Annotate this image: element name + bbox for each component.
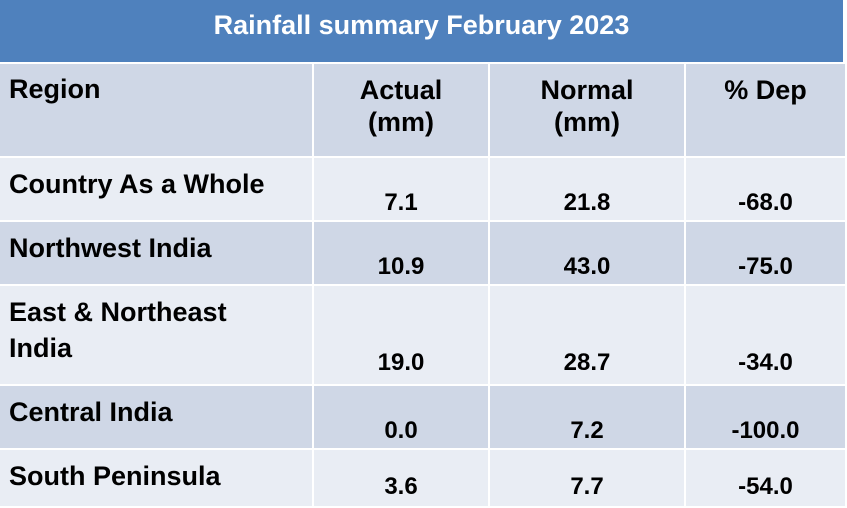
normal-cell: 7.7 xyxy=(490,450,686,508)
dep-value: -100.0 xyxy=(731,417,800,444)
actual-value: 19.0 xyxy=(377,349,425,376)
region-line1: East & Northeast xyxy=(9,297,227,327)
normal-cell: 7.2 xyxy=(490,386,686,450)
normal-cell: 21.8 xyxy=(490,158,686,222)
region-cell: Northwest India xyxy=(0,222,314,286)
actual-cell: 19.0 xyxy=(314,286,490,386)
normal-value: 28.7 xyxy=(563,349,611,376)
dep-value: -68.0 xyxy=(738,189,793,216)
header-row: Region Actual (mm) Normal (mm) % Dep xyxy=(0,64,847,158)
table-row: East & Northeast India 19.0 28.7 -34.0 xyxy=(0,286,847,386)
region-cell: South Peninsula xyxy=(0,450,314,508)
dep-value: -75.0 xyxy=(738,253,793,280)
header-normal-line1: Normal xyxy=(540,75,634,105)
dep-value: -54.0 xyxy=(738,473,793,500)
normal-cell: 43.0 xyxy=(490,222,686,286)
dep-cell: -100.0 xyxy=(686,386,847,450)
dep-cell: -68.0 xyxy=(686,158,847,222)
header-normal-line2: (mm) xyxy=(554,107,620,137)
dep-cell: -34.0 xyxy=(686,286,847,386)
normal-value: 43.0 xyxy=(563,253,611,280)
actual-value: 10.9 xyxy=(377,253,425,280)
table-row: Country As a Whole 7.1 21.8 -68.0 xyxy=(0,158,847,222)
table-title: Rainfall summary February 2023 xyxy=(0,0,845,62)
actual-value: 7.1 xyxy=(384,189,418,216)
header-actual-line1: Actual xyxy=(359,75,443,105)
header-dep-label: % Dep xyxy=(724,75,807,105)
region-line2: India xyxy=(9,333,73,363)
region-cell: Central India xyxy=(0,386,314,450)
actual-cell: 10.9 xyxy=(314,222,490,286)
header-region-label: Region xyxy=(9,74,101,104)
header-actual-line2: (mm) xyxy=(368,107,434,137)
header-actual: Actual (mm) xyxy=(314,64,490,158)
region-cell: Country As a Whole xyxy=(0,158,314,222)
header-normal: Normal (mm) xyxy=(490,64,686,158)
table-row: Northwest India 10.9 43.0 -75.0 xyxy=(0,222,847,286)
actual-value: 0.0 xyxy=(384,417,418,444)
normal-value: 7.7 xyxy=(570,473,604,500)
dep-cell: -75.0 xyxy=(686,222,847,286)
header-dep: % Dep xyxy=(686,64,847,158)
dep-value: -34.0 xyxy=(738,349,793,376)
actual-value: 3.6 xyxy=(384,473,418,500)
table-row: South Peninsula 3.6 7.7 -54.0 xyxy=(0,450,847,508)
normal-value: 21.8 xyxy=(563,189,611,216)
actual-cell: 7.1 xyxy=(314,158,490,222)
actual-cell: 3.6 xyxy=(314,450,490,508)
table-row: Central India 0.0 7.2 -100.0 xyxy=(0,386,847,450)
actual-cell: 0.0 xyxy=(314,386,490,450)
dep-cell: -54.0 xyxy=(686,450,847,508)
region-cell: East & Northeast India xyxy=(0,286,314,386)
normal-cell: 28.7 xyxy=(490,286,686,386)
header-region: Region xyxy=(0,64,314,158)
normal-value: 7.2 xyxy=(570,417,604,444)
